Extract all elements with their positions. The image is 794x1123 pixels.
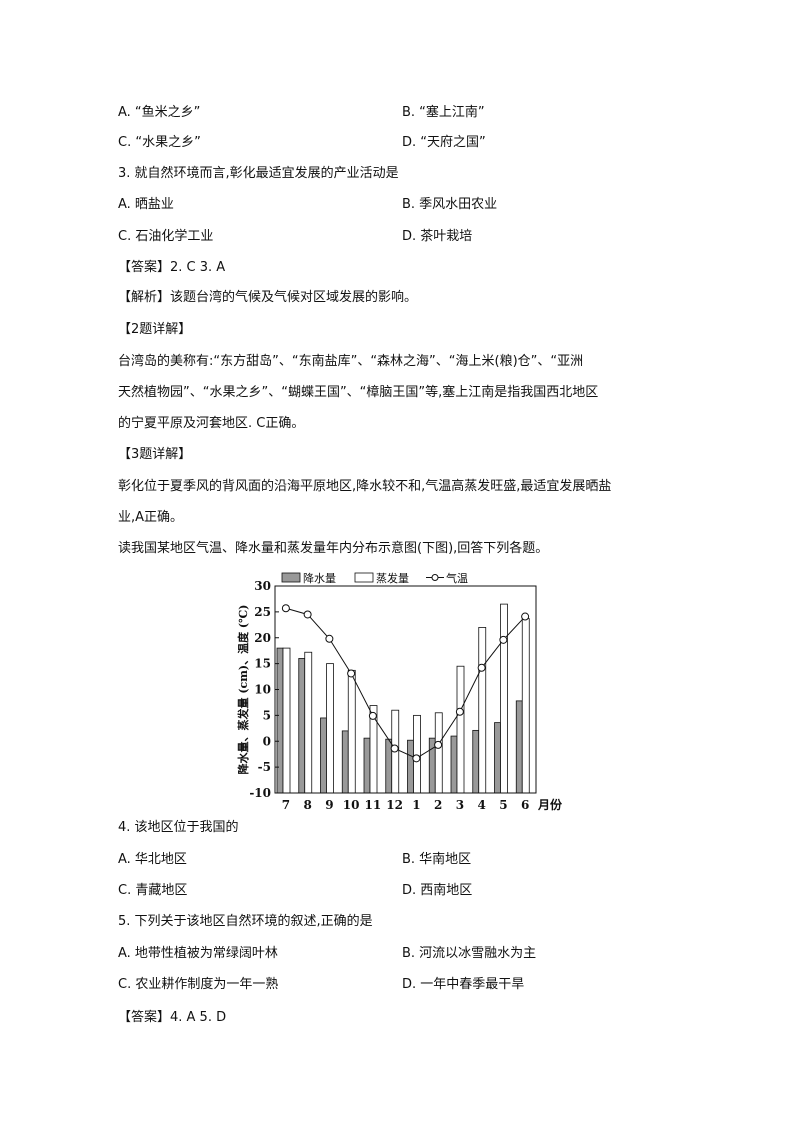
- temperature-point: [499, 635, 508, 644]
- legend-precip-label: 降水量: [303, 571, 336, 585]
- x-tick-label: 9: [325, 798, 333, 812]
- y-tick-label: 25: [254, 605, 271, 619]
- evap-bar: [304, 651, 313, 794]
- legend-temp-label: 气温: [446, 571, 468, 585]
- x-tick-label: 1: [412, 798, 420, 812]
- y-tick-label: 0: [263, 734, 271, 748]
- q5-option-d: D. 一年中春季最干旱: [402, 977, 525, 992]
- temperature-point: [281, 604, 290, 613]
- temperature-point: [412, 754, 421, 763]
- detail2-line: 台湾岛的美称有:“东方甜岛”、“东南盐库”、“森林之海”、“海上米(粮)仓”、“…: [118, 354, 584, 369]
- temperature-point: [390, 744, 399, 753]
- q2-option-b: B. “塞上江南”: [402, 105, 485, 120]
- precip-bar: [515, 700, 523, 794]
- detail3-title: 【3题详解】: [118, 447, 192, 462]
- q5-option-b: B. 河流以冰雪融水为主: [402, 946, 537, 961]
- precip-bar: [298, 658, 306, 794]
- q4-option-b: B. 华南地区: [402, 852, 472, 867]
- temperature-point: [521, 612, 530, 621]
- legend-evap-label: 蒸发量: [376, 571, 409, 585]
- legend-evap-swatch: [354, 572, 374, 583]
- precip-bar: [407, 739, 414, 794]
- q4-option-d: D. 西南地区: [402, 883, 473, 898]
- x-tick-label: 2: [434, 798, 442, 812]
- temperature-point: [368, 711, 377, 720]
- x-tick-label: 10: [343, 798, 360, 812]
- analysis: 【解析】该题台湾的气候及气候对区域发展的影响。: [118, 290, 418, 305]
- q2-option-a: A. “鱼米之乡”: [118, 105, 201, 120]
- q5-option-c: C. 农业耕作制度为一年一熟: [118, 977, 279, 992]
- temperature-point: [434, 740, 443, 749]
- x-tick-label: 5: [499, 798, 507, 812]
- detail2-line: 的宁夏平原及河套地区. C正确。: [118, 416, 305, 431]
- temperature-point: [477, 663, 486, 672]
- x-tick-label: 7: [282, 798, 290, 812]
- x-tick-label: 8: [303, 798, 311, 812]
- x-tick-label: 6: [521, 798, 529, 812]
- legend-temp-marker: [431, 574, 439, 581]
- evap-bar: [521, 618, 530, 794]
- y-axis-label: 降水量、蒸发量 (cm)、温度 (℃): [236, 605, 250, 775]
- y-tick-label: 20: [254, 631, 271, 645]
- detail3-line: 彰化位于夏季风的背风面的沿海平原地区,降水较不和,气温高蒸发旺盛,最适宜发展晒盐: [118, 479, 612, 494]
- evap-bar: [282, 647, 291, 794]
- q2-option-d: D. “天府之国”: [402, 135, 486, 150]
- q3-option-c: C. 石油化学工业: [118, 229, 214, 244]
- chart-intro: 读我国某地区气温、降水量和蒸发量年内分布示意图(下图),回答下列各题。: [118, 541, 549, 556]
- precip-bar: [428, 737, 436, 794]
- temperature-point: [347, 669, 356, 678]
- precip-bar: [494, 722, 501, 794]
- precip-bar: [363, 737, 371, 794]
- temperature-point: [303, 610, 312, 619]
- answer-4-5: 【答案】4. A 5. D: [118, 1010, 227, 1025]
- evap-bar: [500, 603, 508, 794]
- x-axis-label: 月份: [537, 797, 563, 812]
- q4-option-c: C. 青藏地区: [118, 883, 188, 898]
- evap-bar: [434, 712, 443, 794]
- x-tick-label: 4: [477, 798, 485, 812]
- precip-bar: [472, 729, 480, 794]
- x-tick-label: 11: [365, 798, 382, 812]
- temperature-point: [325, 634, 334, 643]
- evap-bar: [347, 669, 356, 794]
- detail3-line: 业,A正确。: [118, 510, 184, 525]
- temperature-line: [285, 607, 526, 759]
- climate-chart: 7 8 9 10 11 12 1 2 3 4 5 6302520151050-5-10月份降水量、蒸发…: [236, 571, 563, 812]
- answer-2-3: 【答案】2. C 3. A: [118, 260, 226, 275]
- precip-bar: [341, 730, 349, 794]
- q5-stem: 5. 下列关于该地区自然环境的叙述,正确的是: [118, 914, 373, 929]
- x-tick-label: 3: [456, 798, 464, 812]
- q2-option-c: C. “水果之乡”: [118, 135, 201, 150]
- q3-option-d: D. 茶叶栽培: [402, 229, 473, 244]
- evap-bar: [478, 627, 487, 794]
- evap-bar: [456, 665, 465, 794]
- q4-stem: 4. 该地区位于我国的: [118, 820, 239, 835]
- x-tick-label: 12: [386, 798, 403, 812]
- detail2-line: 天然植物园”、“水果之乡”、“蝴蝶王国”、“樟脑王国”等,塞上江南是指我国西北地…: [118, 385, 599, 400]
- precip-bar: [276, 647, 284, 794]
- y-tick-label: -10: [249, 786, 271, 800]
- q3-option-b: B. 季风水田农业: [402, 197, 498, 212]
- temperature-point: [455, 707, 464, 716]
- precip-bar: [320, 717, 327, 794]
- legend-precip-swatch: [281, 572, 301, 583]
- q3-stem: 3. 就自然环境而言,彰化最适宜发展的产业活动是: [118, 166, 399, 181]
- y-tick-label: 10: [254, 683, 271, 697]
- y-tick-label: 30: [254, 579, 271, 593]
- q4-option-a: A. 华北地区: [118, 852, 187, 867]
- precip-bar: [450, 735, 458, 794]
- y-tick-label: -5: [258, 760, 271, 774]
- q3-option-a: A. 晒盐业: [118, 197, 174, 212]
- y-tick-label: 5: [263, 708, 271, 722]
- q5-option-a: A. 地带性植被为常绿阔叶林: [118, 946, 278, 961]
- detail2-title: 【2题详解】: [118, 322, 192, 337]
- evap-bar: [326, 663, 334, 794]
- evap-bar: [413, 714, 421, 794]
- y-tick-label: 15: [254, 657, 271, 671]
